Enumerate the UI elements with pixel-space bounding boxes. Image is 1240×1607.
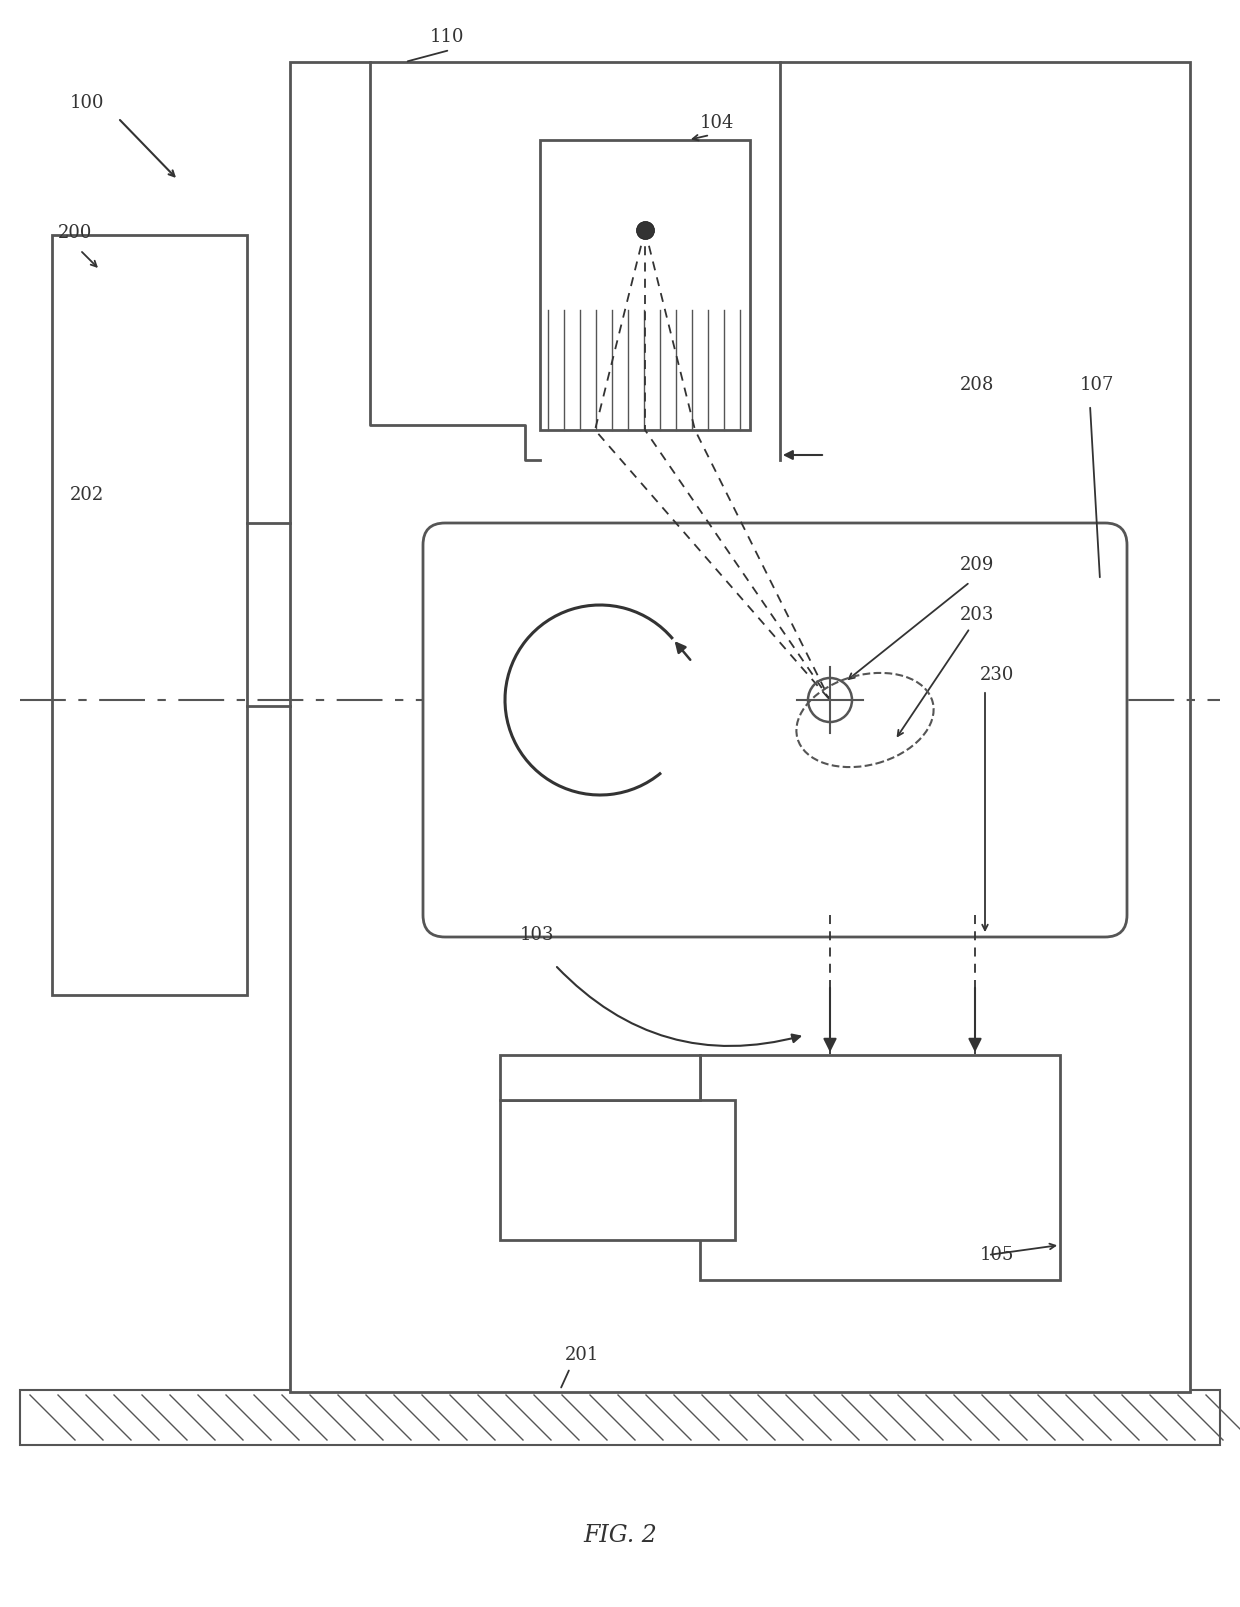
Text: 209: 209 bbox=[960, 556, 994, 574]
Text: 202: 202 bbox=[69, 485, 104, 505]
Bar bbox=[52, 235, 247, 995]
FancyBboxPatch shape bbox=[423, 522, 1127, 937]
Text: 107: 107 bbox=[1080, 376, 1115, 394]
Text: 110: 110 bbox=[430, 27, 465, 47]
Text: 100: 100 bbox=[69, 93, 104, 112]
Bar bbox=[539, 140, 750, 431]
Text: FIG. 2: FIG. 2 bbox=[583, 1523, 657, 1546]
Bar bbox=[20, 1390, 1220, 1445]
Bar bbox=[701, 1056, 1060, 1281]
Bar bbox=[290, 63, 1190, 1392]
Text: 208: 208 bbox=[960, 376, 994, 394]
Bar bbox=[500, 1056, 701, 1101]
Text: 201: 201 bbox=[565, 1347, 599, 1364]
Text: 104: 104 bbox=[701, 114, 734, 132]
Text: 200: 200 bbox=[58, 223, 92, 243]
Text: 103: 103 bbox=[520, 926, 554, 943]
Text: 230: 230 bbox=[980, 665, 1014, 685]
Bar bbox=[500, 1101, 735, 1241]
Text: 203: 203 bbox=[960, 606, 994, 624]
Text: 105: 105 bbox=[980, 1245, 1014, 1265]
